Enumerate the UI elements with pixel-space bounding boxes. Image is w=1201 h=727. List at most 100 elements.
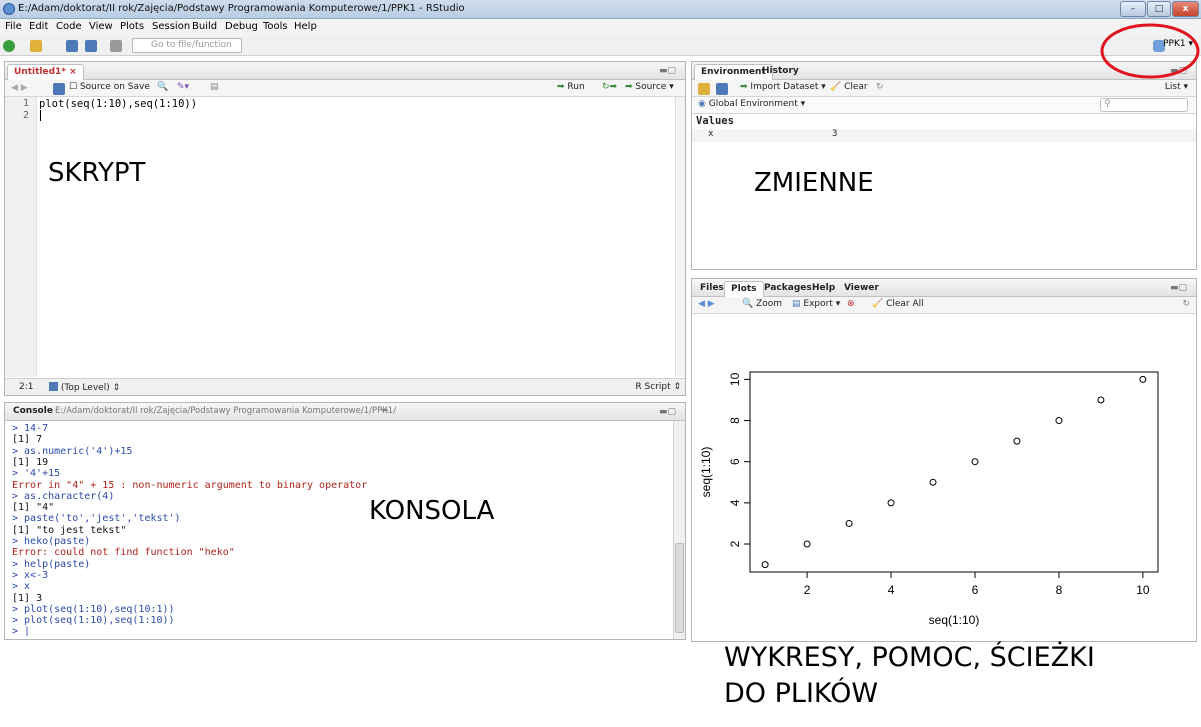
code-area[interactable]: plot(seq(1:10),seq(1:10)) <box>37 97 675 377</box>
project-menu[interactable]: PPK1 ▾ <box>1163 39 1193 49</box>
minimize-button[interactable]: – <box>1120 1 1146 17</box>
files-tabstrip: Files Plots Packages Help Viewer ▬▢ <box>692 279 1196 297</box>
x-tick-label: 6 <box>972 583 979 597</box>
remove-plot-icon[interactable]: ⊗ <box>847 299 855 309</box>
save-workspace-icon[interactable] <box>716 83 728 95</box>
menu-session[interactable]: Session <box>152 21 191 32</box>
data-point <box>887 499 895 507</box>
tab-environment[interactable]: Environment <box>694 64 773 80</box>
y-tick-label: 10 <box>728 372 742 386</box>
tab-untitled1[interactable]: Untitled1* × <box>7 64 84 80</box>
console-line: > plot(seq(1:10),seq(1:10)) <box>12 615 175 627</box>
export-button[interactable]: ▤ Export ▾ <box>792 299 841 309</box>
environment-search-input[interactable]: ⚲ <box>1100 98 1188 112</box>
menu-build[interactable]: Build <box>192 21 218 32</box>
console-minmax-icon[interactable]: ▬▢ <box>659 407 677 417</box>
go-to-directory-icon[interactable]: ➦ <box>381 406 389 416</box>
tab-history[interactable]: History <box>762 66 799 76</box>
plots-minmax-icon[interactable]: ▬▢ <box>1170 283 1188 293</box>
x-axis-label: seq(1:10) <box>929 613 980 627</box>
tab-viewer[interactable]: Viewer <box>844 283 879 293</box>
line-number: 2 <box>22 110 29 121</box>
scope-selector[interactable]: (Top Level) ⇕ <box>49 382 120 393</box>
menu-file[interactable]: File <box>5 21 22 32</box>
clear-button[interactable]: 🧹 Clear <box>830 82 868 92</box>
source-on-save-label: Source on Save <box>79 82 150 92</box>
new-file-icon[interactable] <box>3 40 15 52</box>
scope-dropdown[interactable]: ◉ Global Environment ▾ <box>698 99 806 109</box>
tab-plots[interactable]: Plots <box>724 281 764 297</box>
tab-untitled1-label: Untitled1* <box>14 67 67 77</box>
console-line: > help(paste) <box>12 558 91 570</box>
list-view-selector[interactable]: List ▾ <box>1164 82 1188 92</box>
line-number: 1 <box>22 98 29 109</box>
environment-pane: Environment History ▬▢ ➡ Import Dataset … <box>691 61 1197 270</box>
menu-bar: File Edit Code View Plots Session Build … <box>0 19 1201 36</box>
save-all-icon[interactable] <box>85 40 97 52</box>
tab-packages[interactable]: Packages <box>764 283 812 293</box>
environment-tabstrip: Environment History ▬▢ <box>692 62 1196 80</box>
code-tools-icon[interactable]: ✎▾ <box>177 82 190 92</box>
run-button[interactable]: ➡ Run <box>557 82 585 92</box>
menu-plots[interactable]: Plots <box>120 21 145 32</box>
menu-tools[interactable]: Tools <box>263 21 288 32</box>
environment-toolbar: ➡ Import Dataset ▾ 🧹 Clear ↻ List ▾ <box>692 80 1196 97</box>
variable-row[interactable]: x 3 <box>692 129 1196 142</box>
editor-minmax-icon[interactable]: ▬▢ <box>659 66 677 76</box>
x-axis: 2 4 6 8 10 <box>804 572 1150 597</box>
console-line: Error in "4" + 15 : non-numeric argument… <box>12 479 368 491</box>
data-point <box>971 458 979 466</box>
editor-pane: Untitled1* × ▬▢ ◀ ▶ ☐ Source on Save 🔍 ✎… <box>4 61 686 396</box>
tab-help[interactable]: Help <box>812 283 836 293</box>
clear-all-button[interactable]: 🧹 Clear All <box>872 299 924 309</box>
variable-value: 3 <box>832 129 838 139</box>
save-icon[interactable] <box>66 40 78 52</box>
menu-help[interactable]: Help <box>294 21 317 32</box>
plot-back-forward-icon[interactable]: ◀ ▶ <box>698 299 715 309</box>
y-tick-label: 4 <box>728 499 742 506</box>
file-type-selector[interactable]: R Script ⇕ <box>635 382 681 392</box>
x-tick-label: 8 <box>1056 583 1063 597</box>
import-dataset-button[interactable]: ➡ Import Dataset ▾ <box>740 82 826 92</box>
print-icon[interactable] <box>110 40 122 52</box>
rerun-icon[interactable]: ↻➡ <box>602 82 618 92</box>
menu-code[interactable]: Code <box>56 21 82 32</box>
broom-icon: 🧹 <box>872 299 884 309</box>
compile-icon[interactable]: ▤ <box>210 82 219 92</box>
load-workspace-icon[interactable] <box>698 83 710 95</box>
project-icon <box>1153 40 1165 52</box>
back-forward-icon[interactable]: ◀ ▶ <box>11 83 28 93</box>
data-point <box>761 561 769 569</box>
globe-icon: ◉ <box>698 99 706 109</box>
menu-debug[interactable]: Debug <box>225 21 258 32</box>
console-scrollbar[interactable] <box>673 421 685 639</box>
console-line: > '4'+15 <box>12 468 61 480</box>
maximize-button[interactable]: □ <box>1147 1 1171 17</box>
search-icon[interactable]: 🔍 <box>157 82 169 92</box>
label-skrypt: SKRYPT <box>48 158 146 188</box>
console-line: > | <box>12 626 31 638</box>
tab-files[interactable]: Files <box>700 283 724 293</box>
open-folder-icon[interactable] <box>30 40 42 52</box>
menu-view[interactable]: View <box>89 21 113 32</box>
console-output[interactable]: > 14-7 [1] 7 > as.numeric('4')+15 [1] 19… <box>5 421 673 639</box>
zoom-button[interactable]: 🔍 Zoom <box>742 299 782 309</box>
console-line: [1] 3 <box>12 592 43 604</box>
source-on-save-checkbox[interactable]: ☐ Source on Save <box>69 82 150 92</box>
data-point <box>803 540 811 548</box>
menu-edit[interactable]: Edit <box>29 21 49 32</box>
source-button[interactable]: ➡ Source ▾ <box>625 82 674 92</box>
clear-label: Clear <box>844 82 868 92</box>
console-pane: Console E:/Adam/doktorat/II rok/Zajęcia/… <box>4 402 686 640</box>
go-to-file-input[interactable]: Go to file/function <box>132 38 242 53</box>
tab-console[interactable]: Console <box>13 406 53 416</box>
editor-save-icon[interactable] <box>53 83 65 95</box>
plot-refresh-icon[interactable]: ↻ <box>1182 299 1190 309</box>
close-button[interactable]: x <box>1172 1 1199 17</box>
function-icon <box>49 382 58 391</box>
export-icon: ▤ <box>792 299 801 309</box>
editor-scrollbar[interactable] <box>675 97 685 377</box>
refresh-icon[interactable]: ↻ <box>876 82 884 92</box>
environment-scope-bar: ◉ Global Environment ▾ ⚲ <box>692 97 1196 114</box>
console-scroll-thumb[interactable] <box>675 543 684 633</box>
